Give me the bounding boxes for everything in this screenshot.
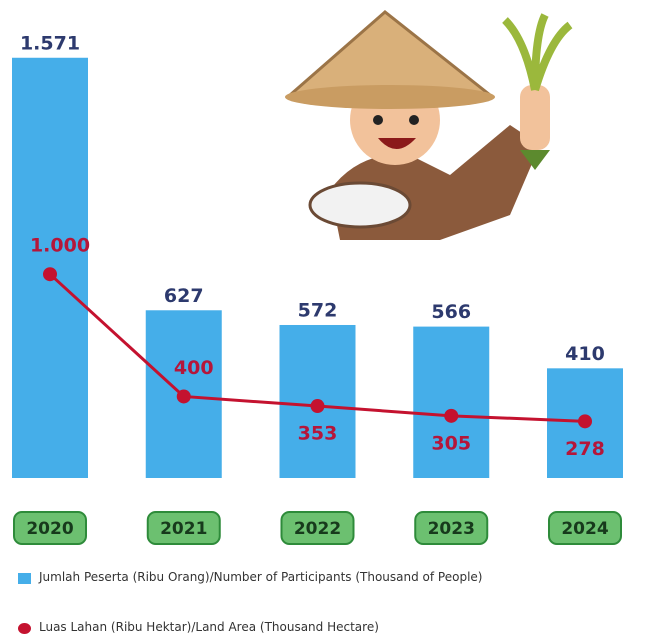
bar-value-label: 566 — [431, 301, 471, 323]
line-value-label: 1.000 — [30, 235, 90, 257]
line-point — [578, 414, 592, 429]
bar-value-label: 572 — [298, 299, 338, 321]
line-point — [444, 408, 459, 423]
line-value-label: 305 — [431, 432, 471, 454]
bar-value-label: 627 — [164, 285, 204, 307]
category-box — [414, 511, 489, 545]
legend-item: Jumlah Peserta (Ribu Orang)/Number of Pa… — [18, 570, 648, 584]
legend-swatch — [18, 623, 31, 634]
x-tick-label: 2022 — [294, 519, 341, 539]
category-box — [146, 511, 221, 545]
farmer-illustration — [285, 10, 573, 240]
bar-value-label: 1.571 — [20, 32, 80, 54]
legend-item: Luas Lahan (Ribu Hektar)/Land Area (Thou… — [18, 620, 648, 634]
x-tick-label: 2020 — [26, 519, 73, 539]
category-box — [548, 511, 622, 545]
x-tick-label: 2024 — [561, 519, 608, 539]
category-box — [13, 511, 87, 545]
legend-swatch — [18, 573, 31, 584]
bar — [413, 326, 490, 478]
x-tick-label: 2021 — [160, 519, 207, 539]
line-point — [43, 267, 57, 282]
line-value-label: 400 — [174, 357, 214, 379]
chart: 1.571 627 572 566 410 1.000 400 353 305 278 2020 20… — [12, 10, 623, 545]
legend-label: Jumlah Peserta (Ribu Orang)/Number of Pa… — [39, 570, 483, 584]
line-value-label: 353 — [298, 423, 338, 445]
line-point — [176, 389, 191, 404]
line-value-label: 278 — [565, 438, 605, 460]
line-point — [310, 399, 325, 414]
bar-value-label: 410 — [565, 343, 605, 365]
category-box — [280, 511, 355, 545]
x-tick-label: 2023 — [428, 519, 475, 539]
legend-label: Luas Lahan (Ribu Hektar)/Land Area (Thou… — [39, 620, 379, 634]
